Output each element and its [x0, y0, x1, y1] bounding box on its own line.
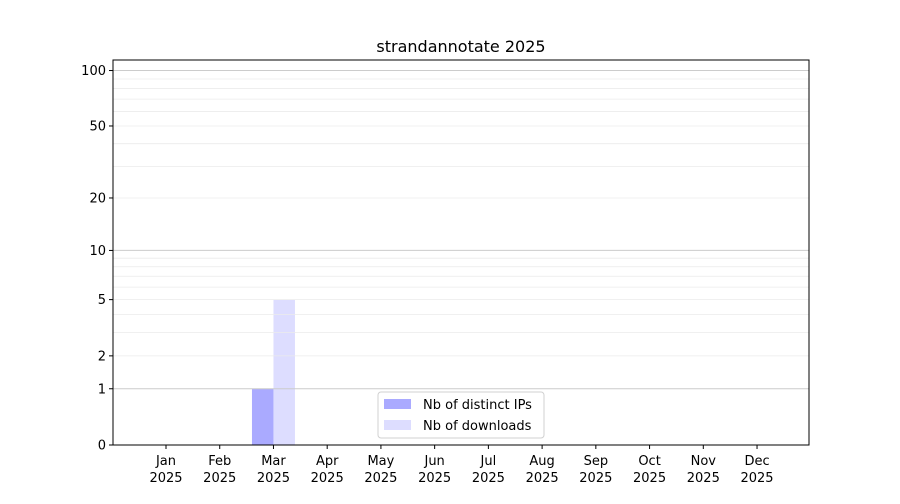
bar-distinct-ips-mar — [251, 388, 274, 445]
y-tick-label: 1 — [98, 382, 106, 397]
legend-box — [377, 391, 545, 439]
y-tick-label: 50 — [89, 119, 106, 134]
x-tick-label-month: Jul — [480, 454, 497, 469]
legend-label: Nb of distinct IPs — [423, 398, 532, 413]
x-tick-label-month: Apr — [316, 454, 339, 469]
y-tick-label: 10 — [89, 244, 106, 259]
y-tick-label: 0 — [98, 439, 106, 454]
x-tick-label-month: Aug — [529, 454, 554, 469]
legend-label: Nb of downloads — [423, 419, 532, 434]
chart-title: strandannotate 2025 — [376, 37, 545, 56]
y-tick-label: 20 — [89, 191, 106, 206]
x-tick-label-month: Feb — [208, 454, 231, 469]
x-tick-label-month: Jun — [423, 454, 444, 469]
plot-frame — [112, 59, 810, 446]
legend: Nb of distinct IPs Nb of downloads — [377, 391, 545, 439]
legend-swatch — [384, 399, 411, 409]
y-tick-label: 5 — [98, 293, 106, 308]
x-tick-label-year: 2025 — [418, 471, 451, 486]
x-tick-label-year: 2025 — [149, 471, 182, 486]
x-tick-label-year: 2025 — [579, 471, 612, 486]
x-tick-label-year: 2025 — [633, 471, 666, 486]
x-tick-label-year: 2025 — [472, 471, 505, 486]
x-tick-label-month: Sep — [584, 454, 609, 469]
x-tick-label-year: 2025 — [740, 471, 773, 486]
x-tick-label-year: 2025 — [311, 471, 344, 486]
y-tick-label: 100 — [81, 64, 106, 79]
bar-downloads-mar — [273, 299, 295, 445]
x-tick-label-year: 2025 — [687, 471, 720, 486]
x-tick-label-year: 2025 — [526, 471, 559, 486]
x-tick-label-month: Oct — [638, 454, 660, 469]
y-tick-label: 2 — [98, 349, 106, 364]
x-tick-label-year: 2025 — [203, 471, 236, 486]
x-tick-label-month: Mar — [261, 454, 286, 469]
x-tick-label-month: Nov — [691, 454, 717, 469]
x-tick-label-month: Jan — [155, 454, 176, 469]
x-tick-label-year: 2025 — [364, 471, 397, 486]
x-tick-label-year: 2025 — [257, 471, 290, 486]
x-tick-label-month: May — [367, 454, 394, 469]
x-tick-label-month: Dec — [744, 454, 769, 469]
legend-swatch — [384, 420, 411, 430]
